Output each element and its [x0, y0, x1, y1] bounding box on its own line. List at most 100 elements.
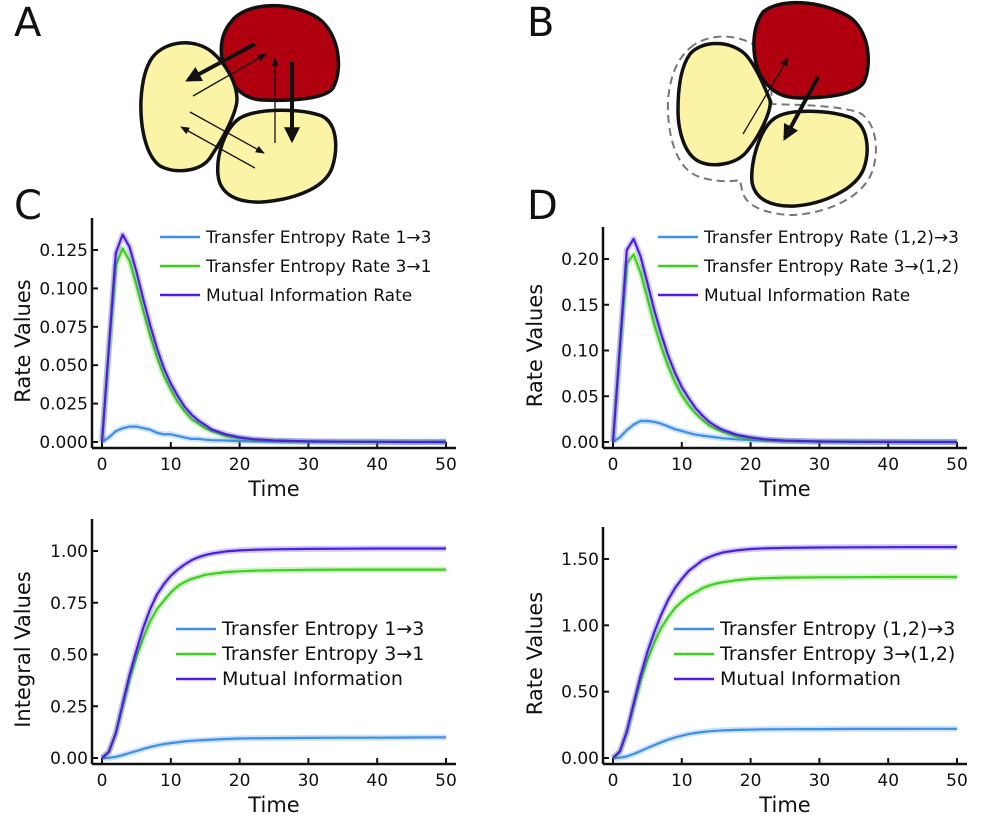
- cell-red: [752, 1, 871, 100]
- series-line-3: [611, 237, 957, 444]
- diagram-a: [139, 3, 341, 204]
- legend-label: Transfer Entropy 3→(1,2): [719, 643, 955, 665]
- x-tick-label: 40: [877, 455, 899, 475]
- arrow-group-to-red-thin: [742, 57, 789, 135]
- legend-label: Transfer Entropy 1→3: [221, 618, 424, 640]
- arrow-left-to-red-thin: [192, 53, 267, 97]
- panel-label-c: C: [14, 183, 42, 229]
- y-axis-title: Rate Values: [11, 279, 35, 402]
- y-tick-label: 0.125: [39, 241, 88, 261]
- x-tick-label: 10: [671, 771, 693, 791]
- series-band-1: [101, 734, 447, 761]
- panel-label-d: D: [527, 183, 558, 229]
- y-tick-label: 0.075: [39, 318, 88, 338]
- legend: Transfer Entropy Rate 1→3 Transfer Entrop…: [160, 228, 431, 306]
- arrow-red-to-group-thick: [783, 76, 820, 141]
- x-tick-label: 10: [160, 771, 182, 791]
- y-axis-title: Rate Values: [523, 284, 547, 407]
- cell-yellow-left: [676, 41, 772, 167]
- legend: Transfer Entropy Rate (1,2)→3 Transfer En…: [658, 228, 959, 306]
- y-tick-label: 0.25: [50, 697, 88, 717]
- y-axis-title: Rate Values: [523, 592, 547, 715]
- y-tick-label: 0.50: [50, 646, 88, 666]
- arrow-left-to-bottom-thin: [189, 111, 265, 154]
- y-tick-label: 0.20: [561, 250, 599, 270]
- legend-label: Mutual Information: [720, 668, 901, 690]
- cell-yellow-bottom: [215, 108, 338, 204]
- legend-label: Transfer Entropy 3→1: [221, 643, 424, 665]
- chart-d-rate: 0.00 0.05 0.10 0.15 0.20 0 10 20 30 40 50 Time Rate …: [523, 227, 968, 501]
- x-tick-label: 30: [298, 771, 320, 791]
- y-tick-label: 0.75: [50, 594, 88, 614]
- y-tick-label: 0.15: [561, 296, 599, 316]
- x-tick-label: 40: [877, 771, 899, 791]
- x-tick-label: 0: [608, 455, 619, 475]
- legend-label: Transfer Entropy (1,2)→3: [719, 618, 955, 640]
- x-axis-title: Time: [247, 793, 299, 817]
- x-tick-label: 50: [946, 771, 968, 791]
- x-tick-label: 20: [740, 771, 762, 791]
- series-line-2: [101, 568, 446, 759]
- x-tick-label: 10: [160, 455, 182, 475]
- arrow-bottom-to-left-thin: [180, 126, 256, 169]
- x-tick-label: 40: [366, 455, 388, 475]
- series-line-3: [101, 547, 446, 759]
- panel-label-b: B: [527, 0, 555, 46]
- diagram-b: [666, 1, 877, 217]
- x-tick-label: 40: [366, 771, 388, 791]
- x-tick-label: 20: [229, 771, 251, 791]
- x-tick-label: 30: [809, 455, 831, 475]
- x-axis-title: Time: [247, 477, 299, 501]
- legend-label: Transfer Entropy Rate (1,2)→3: [703, 228, 959, 248]
- legend-label: Mutual Information: [222, 668, 403, 690]
- cell-yellow-bottom: [750, 109, 869, 208]
- x-tick-label: 30: [809, 771, 831, 791]
- y-tick-label: 1.50: [561, 550, 599, 570]
- y-tick-label: 0.00: [561, 749, 599, 769]
- y-tick-label: 0.00: [50, 749, 88, 769]
- legend: Transfer Entropy 1→3 Transfer Entropy 3→1…: [176, 618, 424, 690]
- y-tick-label: 0.05: [561, 387, 599, 407]
- x-axis-title: Time: [758, 793, 810, 817]
- arrow-red-to-left-thick: [185, 42, 256, 82]
- y-tick-label: 0.50: [561, 683, 599, 703]
- x-tick-label: 10: [671, 455, 693, 475]
- cell-yellow-left: [139, 41, 239, 173]
- legend-label: Transfer Entropy Rate 1→3: [205, 228, 431, 248]
- series-band-1: [612, 725, 957, 761]
- series-line-1: [612, 727, 957, 760]
- y-tick-label: 0.050: [39, 356, 88, 376]
- legend-label: Transfer Entropy Rate 3→(1,2): [703, 257, 959, 277]
- x-tick-label: 0: [97, 455, 108, 475]
- x-axis-title: Time: [758, 477, 810, 501]
- chart-d-integral: 0.00 0.50 1.00 1.50 0 10 20 30 40 50 Time Rate Valu…: [523, 527, 968, 817]
- panel-label-a: A: [14, 0, 42, 46]
- y-axis-title: Integral Values: [11, 571, 35, 728]
- legend-label: Mutual Information Rate: [704, 286, 910, 306]
- series-line-3: [100, 233, 446, 444]
- x-tick-label: 50: [946, 455, 968, 475]
- y-tick-label: 0.100: [39, 279, 88, 299]
- y-tick-label: 0.10: [561, 342, 599, 362]
- legend-label: Mutual Information Rate: [206, 286, 412, 306]
- y-tick-label: 0.025: [39, 395, 88, 415]
- chart-c-integral: 0.00 0.25 0.50 0.75 1.00 0 10 20 30 40 50 Time Integ…: [11, 519, 457, 817]
- x-tick-label: 50: [435, 771, 457, 791]
- y-tick-label: 1.00: [561, 616, 599, 636]
- x-tick-label: 0: [97, 771, 108, 791]
- x-tick-label: 0: [608, 771, 619, 791]
- x-tick-label: 50: [435, 455, 457, 475]
- y-tick-label: 0.000: [39, 433, 88, 453]
- y-tick-label: 1.00: [50, 542, 88, 562]
- series-line-1: [101, 736, 447, 760]
- legend: Transfer Entropy (1,2)→3 Transfer Entropy…: [674, 618, 955, 690]
- y-tick-label: 0.00: [561, 433, 599, 453]
- series-line-2: [612, 575, 957, 759]
- x-tick-label: 20: [740, 455, 762, 475]
- series-line-3: [612, 545, 957, 759]
- chart-c-rate: 0.000 0.025 0.050 0.075 0.100 0.125 0 10 20 30 40 5…: [11, 218, 457, 501]
- x-tick-label: 20: [229, 455, 251, 475]
- x-tick-label: 30: [298, 455, 320, 475]
